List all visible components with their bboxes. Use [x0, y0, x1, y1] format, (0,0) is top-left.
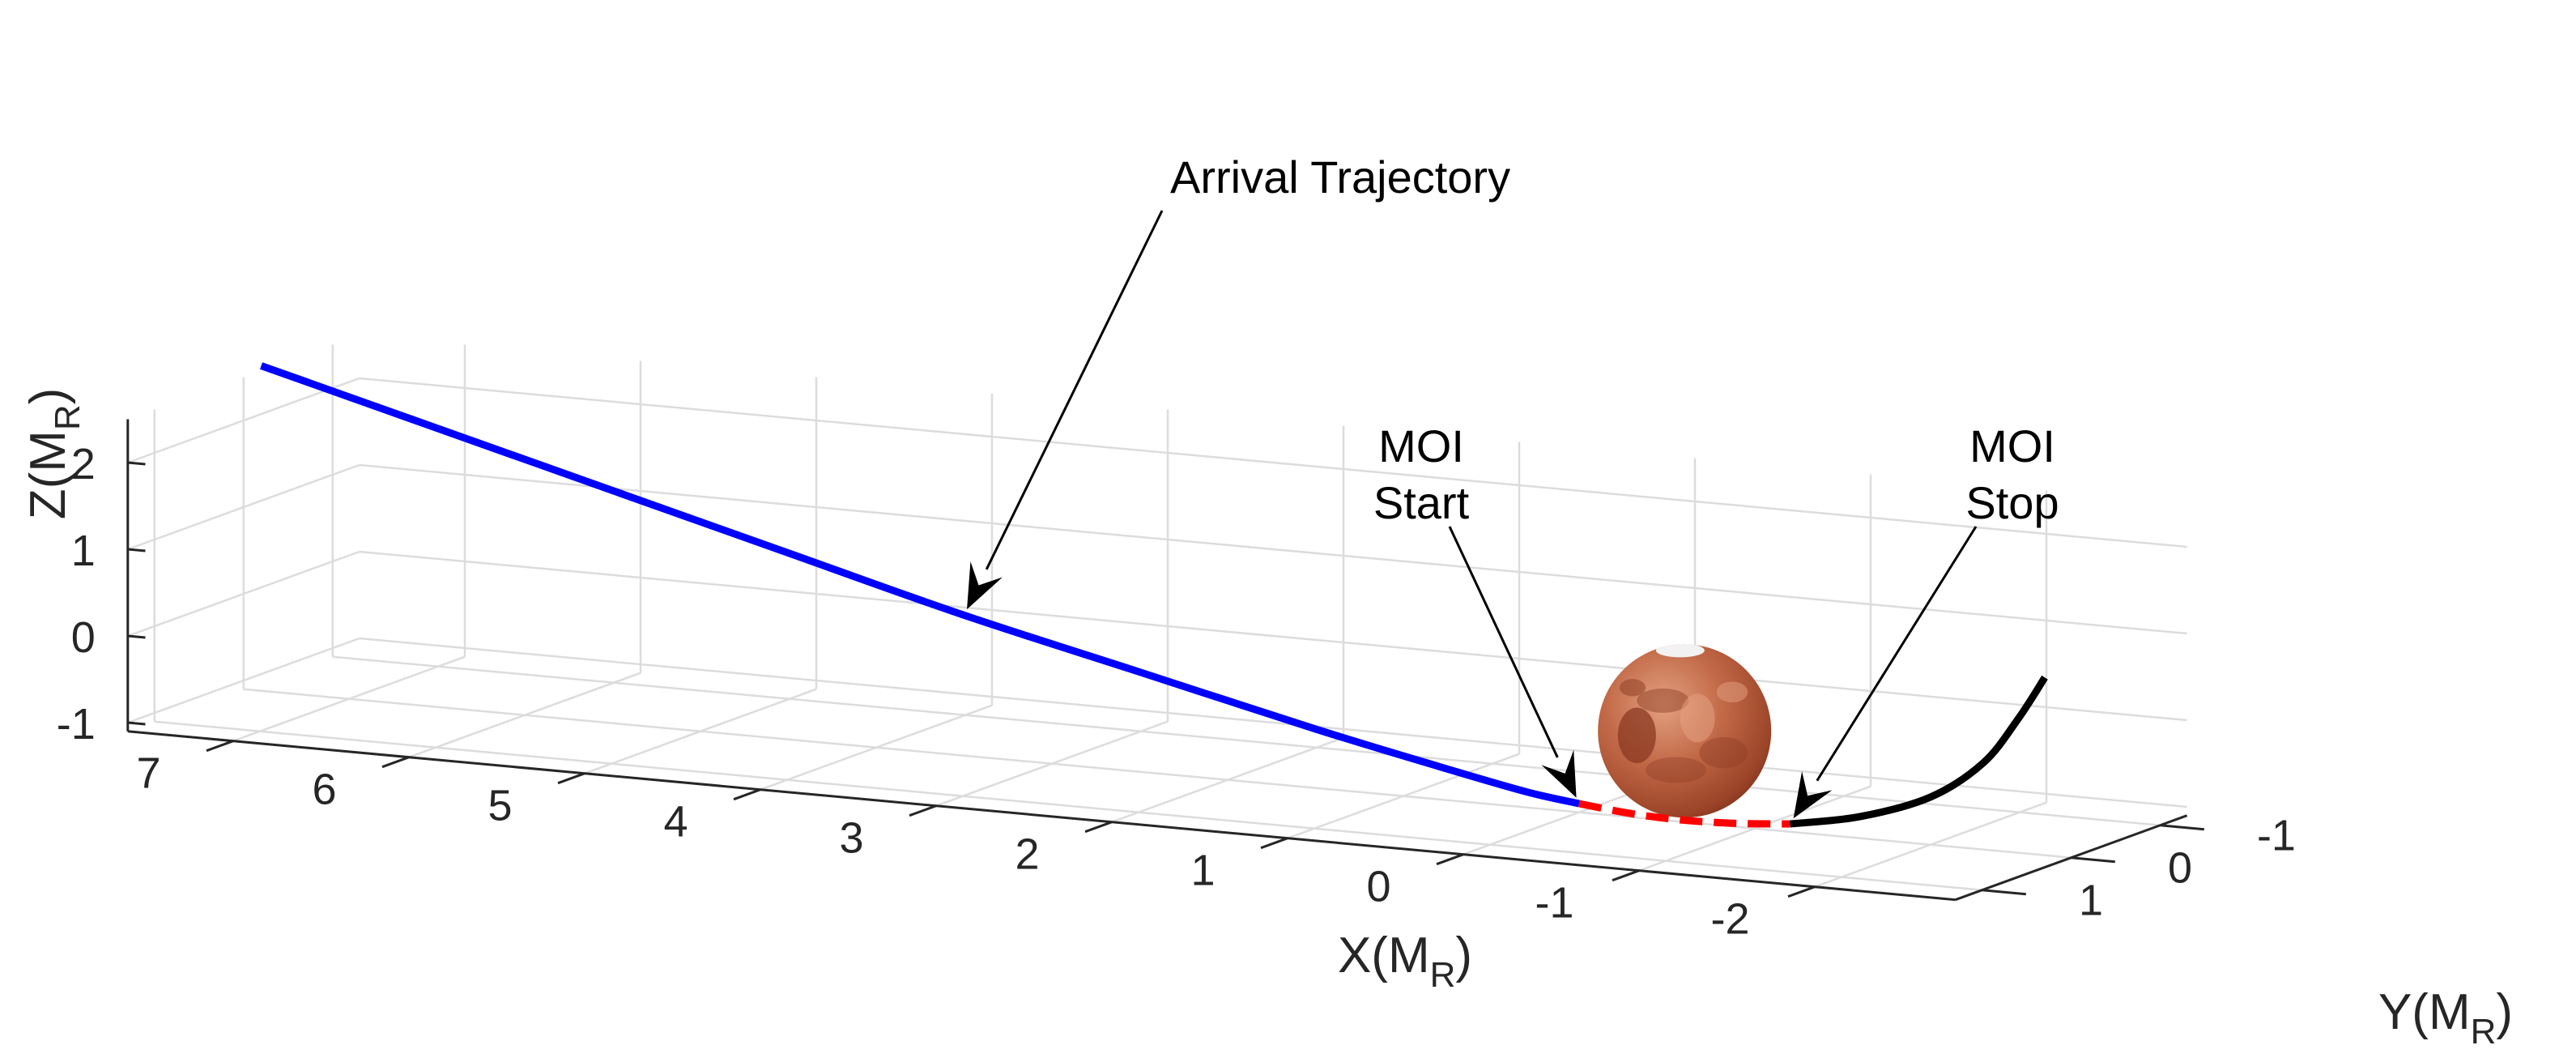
y-tick-label: 0: [2168, 844, 2192, 893]
mars-feature: [1619, 679, 1646, 697]
axes: 7 6 5 4 3 2 1 0 -1 -2 1 0 -1 2 1 0 -1: [57, 419, 2296, 944]
grid-line: [359, 550, 2187, 722]
x-tick-label: -2: [1710, 895, 1749, 944]
x-tick-label: 3: [839, 814, 863, 863]
annotation-2: MOI Start: [1373, 420, 1577, 798]
grid-line: [359, 637, 2187, 808]
x-tick: [1084, 821, 1113, 834]
x-tick: [1787, 885, 1816, 898]
annotation-3: MOI Stop: [1793, 420, 2059, 819]
z-tick: [127, 548, 146, 552]
series-line-3: [1789, 675, 2048, 828]
x-tick: [381, 756, 410, 769]
y-tick-label: 1: [2079, 877, 2103, 925]
mars-feature: [1637, 688, 1689, 713]
x-tick-label: 0: [1366, 863, 1390, 911]
y-tick-label: -1: [2257, 812, 2296, 860]
trajectory-lines: [259, 362, 2048, 828]
mars-feature: [1716, 681, 1748, 703]
annotations: Arrival Trajectory MOI Start MOI Stop: [967, 151, 2059, 819]
z-tick-label: -1: [57, 700, 96, 749]
grid-line: [243, 688, 2071, 859]
y-tick: [2071, 856, 2115, 864]
z-tick: [127, 721, 146, 726]
annotation-arrow-head: [1541, 749, 1577, 798]
annotation-text: Arrival Trajectory: [1170, 151, 1510, 203]
annotation-arrow-line: [1816, 526, 1978, 782]
z-tick-label: 0: [71, 613, 96, 662]
y-tick: [2160, 824, 2204, 831]
grid-line: [359, 463, 2187, 635]
x-tick: [557, 772, 585, 785]
z-tick: [127, 634, 146, 639]
mars-surface: [1617, 644, 1748, 783]
annotation-arrow-head: [1793, 770, 1833, 819]
axis-titles: X(MR) Y(MR) Z(MR): [20, 388, 2513, 1052]
x-tick-label: 5: [488, 782, 512, 830]
grid-line: [154, 720, 1982, 891]
annotation-arrow-line: [985, 210, 1164, 570]
annotation-text: Start: [1373, 477, 1470, 528]
x-tick-label: -1: [1535, 879, 1573, 928]
annotation-arrow-line: [1448, 526, 1559, 758]
x-tick: [206, 740, 234, 753]
mars-feature: [1680, 693, 1715, 743]
mars-feature: [1699, 736, 1748, 769]
x-tick: [909, 804, 937, 817]
mars-sphere: [1598, 644, 1772, 818]
annotation-text: MOI: [1378, 420, 1464, 471]
series-line-2: [1578, 800, 1790, 828]
x-tick-label: 4: [663, 798, 688, 847]
annotation-text: MOI: [1969, 420, 2055, 471]
annotation-text: Stop: [1965, 477, 2059, 528]
z-tick: [127, 461, 146, 466]
x-tick: [1260, 837, 1288, 850]
x-tick-label: 7: [136, 749, 160, 798]
x-tick-label: 2: [1015, 830, 1039, 879]
z-axis-title: Z(MR): [20, 388, 87, 520]
mars-feature: [1646, 757, 1706, 783]
grid-line: [332, 655, 2161, 826]
x-axis-title: X(MR): [1338, 928, 1472, 995]
annotation-1: Arrival Trajectory: [967, 151, 1510, 610]
x-tick-label: 6: [312, 766, 336, 814]
mars-feature: [1617, 707, 1656, 763]
grid-lines: [127, 344, 2187, 891]
x-axis-line: [127, 730, 1956, 902]
mars-polar-cap: [1655, 644, 1705, 658]
x-tick: [1612, 869, 1640, 882]
x-tick: [1436, 853, 1464, 866]
annotation-arrow-head: [967, 561, 1003, 610]
grid-line: [359, 377, 2187, 548]
series-line-1: [259, 362, 1580, 808]
z-tick-label: 2: [71, 440, 96, 488]
y-tick: [1982, 889, 2026, 896]
x-tick: [733, 788, 761, 801]
x-tick-label: 1: [1190, 847, 1215, 895]
z-tick-label: 1: [71, 527, 96, 575]
y-axis-title: Y(MR): [2378, 984, 2513, 1052]
